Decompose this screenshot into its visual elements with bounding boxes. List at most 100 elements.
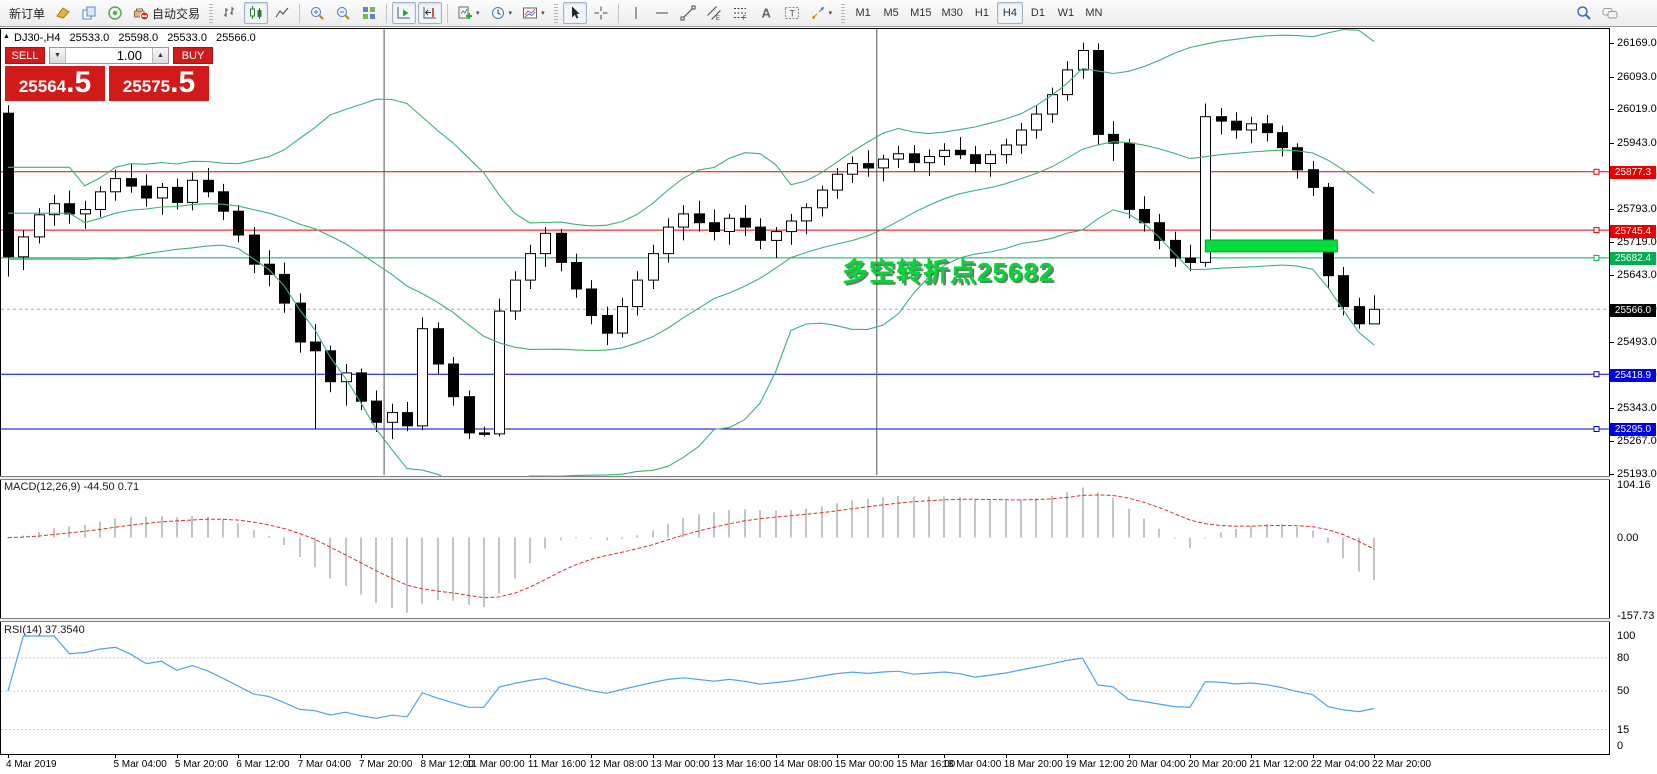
zoom-out-button[interactable] — [331, 2, 355, 24]
toolbar-separator — [299, 3, 301, 23]
tile-windows-button[interactable] — [357, 2, 381, 24]
horizontal-line-button[interactable] — [650, 2, 674, 24]
chevron-down-icon: ▼ — [54, 52, 61, 59]
axis-tick-mark — [1610, 142, 1614, 144]
buy-price-display[interactable]: 25575 .5 — [109, 66, 209, 101]
timeframe-m1[interactable]: M1 — [855, 7, 871, 19]
macd-pane-canvas[interactable] — [0, 480, 1610, 618]
templates-button[interactable]: ▾ — [518, 2, 549, 24]
signals-button[interactable] — [103, 2, 127, 24]
new-order-button[interactable]: 新订单 — [9, 6, 46, 21]
price-tick-label: 26019.0 — [1617, 103, 1657, 116]
price-chip: 25566.0 — [1610, 303, 1656, 317]
main-chart-canvas[interactable] — [0, 28, 1610, 476]
timeframe-h4[interactable]: H4 — [996, 2, 1023, 24]
price-chip: 25418.9 — [1610, 368, 1656, 382]
chat-button[interactable] — [1598, 2, 1622, 24]
time-label: 12 Mar 08:00 — [589, 759, 649, 770]
candlestick-chart-button[interactable] — [244, 2, 269, 24]
strategy-tester-button[interactable] — [77, 2, 101, 24]
text-label-button[interactable]: T — [780, 2, 804, 24]
chart-shift-button[interactable] — [418, 2, 443, 24]
annotation-text: 多空转折点25682 — [842, 257, 1055, 287]
auto-scroll-icon — [396, 5, 412, 21]
toolbar-grip[interactable] — [209, 3, 214, 23]
time-tick-mark — [177, 755, 178, 758]
timeframe-d1[interactable]: D1 — [1030, 7, 1045, 19]
line-chart-button[interactable] — [270, 2, 294, 24]
new-chart-icon — [457, 5, 473, 21]
sell-button[interactable]: SELL — [5, 47, 45, 64]
time-label: 11 Mar 00:00 — [466, 759, 525, 770]
volume-decrease-button[interactable]: ▼ — [50, 48, 66, 63]
arrows-button[interactable]: ▾ — [806, 2, 837, 24]
price-chip: 25745.4 — [1610, 224, 1656, 238]
toolbar-separator — [447, 3, 449, 23]
volume-increase-button[interactable]: ▲ — [152, 48, 168, 63]
auto-trading-button[interactable]: 自动交易 — [129, 2, 204, 24]
timeframe-m15[interactable]: M15 — [910, 7, 932, 19]
auto-trading-icon — [133, 5, 150, 21]
trendline-button[interactable] — [676, 2, 700, 24]
rsi-pane-canvas[interactable] — [0, 622, 1610, 754]
zoom-in-button[interactable] — [305, 2, 329, 24]
price-chip: 25877.3 — [1610, 166, 1656, 180]
periods-button[interactable]: ▾ — [486, 2, 517, 24]
time-label: 8 Mar 12:00 — [420, 759, 474, 770]
price-tick-label: 25793.0 — [1617, 203, 1657, 216]
timeframe-m5[interactable]: M5 — [883, 7, 899, 19]
timeframe-mn[interactable]: MN — [1085, 7, 1103, 19]
time-label: 5 Mar 20:00 — [174, 759, 229, 770]
time-tick-mark — [1129, 755, 1130, 758]
timeframe-h1[interactable]: H1 — [974, 7, 989, 19]
rsi-axis-label: 15 — [1617, 723, 1630, 736]
text-button[interactable]: A — [754, 2, 778, 24]
timeframe-m30[interactable]: M30 — [941, 7, 963, 19]
time-label: 21 Mar 12:00 — [1249, 759, 1309, 770]
axis-tick-mark — [1610, 441, 1614, 443]
price-tick-label: 26093.0 — [1617, 70, 1657, 83]
price-tick-label: 25643.0 — [1617, 269, 1657, 282]
metaeditor-button[interactable] — [51, 2, 75, 24]
text-label-icon: T — [784, 5, 800, 21]
equidistant-channel-button[interactable]: E — [702, 2, 726, 24]
arrows-icon — [810, 5, 826, 21]
volume-input[interactable] — [66, 48, 152, 63]
symbol-period-label: DJ30-,H4 — [14, 32, 61, 44]
time-label: 5 Mar 04:00 — [113, 759, 167, 770]
crosshair-icon — [593, 5, 609, 21]
fibonacci-button[interactable]: F — [728, 2, 752, 24]
toolbar-grip[interactable] — [553, 3, 558, 23]
horizontal-line-icon — [654, 5, 670, 21]
rsi-indicator-label: RSI(14) 37.3540 — [4, 624, 85, 636]
fibonacci-icon: F — [732, 5, 748, 21]
bar-chart-button[interactable] — [218, 2, 242, 24]
chevron-down-icon: ▾ — [508, 10, 513, 17]
svg-text:E: E — [716, 16, 720, 21]
search-button[interactable] — [1572, 2, 1596, 24]
zoom-out-icon — [335, 5, 351, 21]
cursor-button[interactable] — [562, 2, 587, 24]
toolbar-grip[interactable] — [841, 3, 846, 23]
new-chart-button[interactable]: ▾ — [453, 2, 484, 24]
pane-splitter[interactable] — [0, 618, 1611, 622]
vertical-line-button[interactable] — [624, 2, 648, 24]
axis-tick-mark — [1610, 407, 1614, 409]
time-tick-mark — [1374, 755, 1375, 758]
buy-button[interactable]: BUY — [173, 47, 213, 64]
time-label: 20 Mar 04:00 — [1126, 759, 1186, 770]
timeframe-w1[interactable]: W1 — [1057, 7, 1075, 19]
low-value: 25533.0 — [167, 32, 207, 44]
chat-icon — [1602, 5, 1618, 21]
price-axis[interactable]: 26169.026093.026019.025943.025869.025793… — [1610, 28, 1657, 755]
time-label: 6 Mar 12:00 — [236, 759, 290, 770]
axis-tick-mark — [1610, 109, 1614, 111]
pane-splitter[interactable] — [0, 476, 1611, 480]
collapse-panel-icon[interactable]: ▲ — [3, 33, 10, 40]
sell-price-display[interactable]: 25564 .5 — [5, 66, 105, 101]
time-label: 15 Mar 16:00 — [896, 759, 956, 770]
auto-scroll-button[interactable] — [392, 2, 417, 24]
time-tick-mark — [115, 755, 116, 758]
crosshair-button[interactable] — [589, 2, 613, 24]
time-axis[interactable]: 4 Mar 2019 5 Mar 04:00 5 Mar 20:00 6 Mar 12… — [0, 755, 1657, 774]
